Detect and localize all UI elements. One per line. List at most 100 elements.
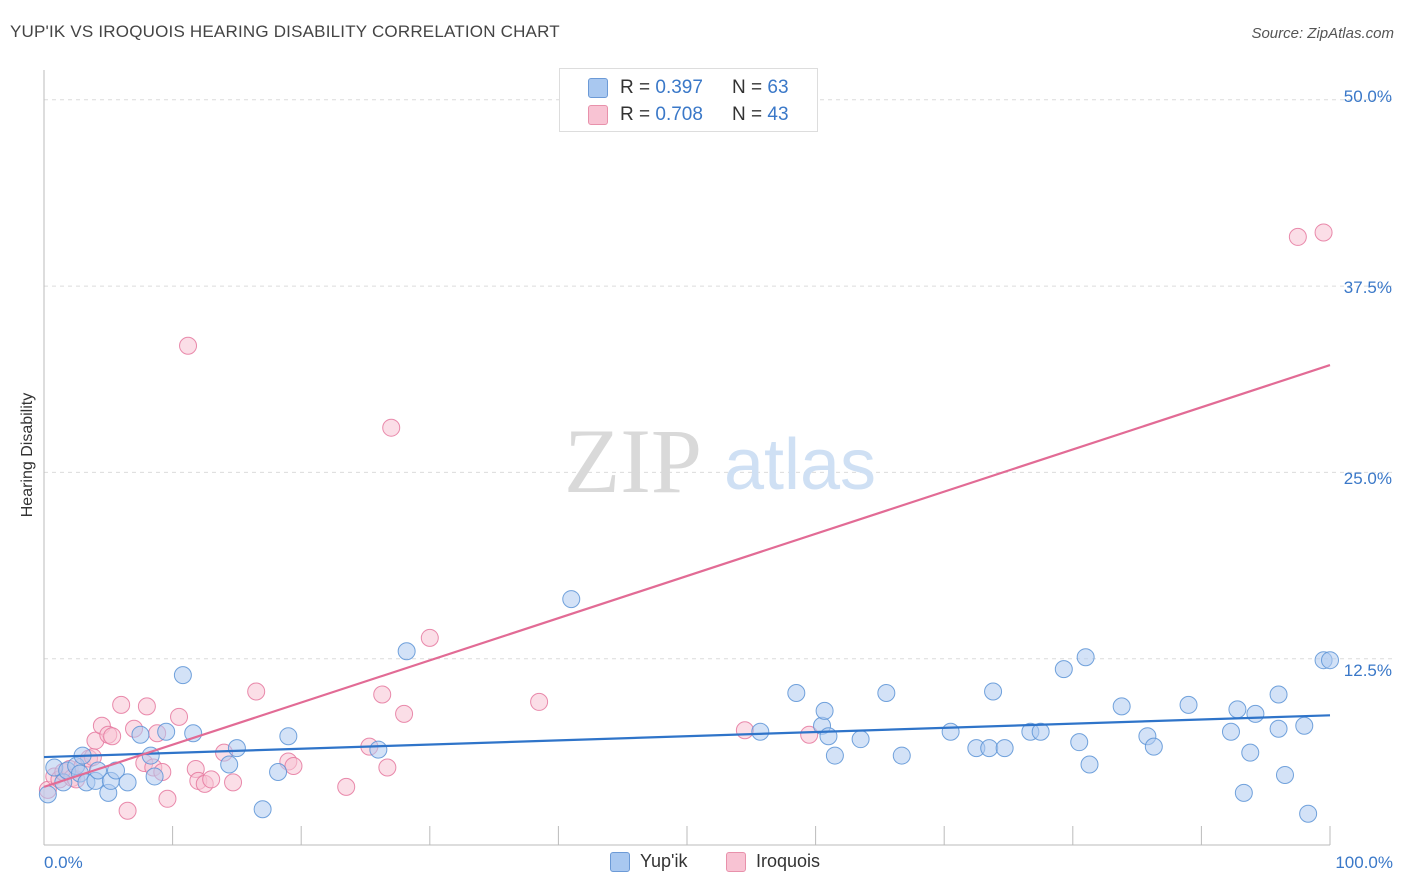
- series-legend: Yup'ik Iroquois: [0, 851, 1406, 877]
- data-point-iroquois: [112, 695, 131, 714]
- data-point-yupik: [397, 642, 416, 661]
- gridlines: [44, 99, 1392, 660]
- data-point-iroquois: [1288, 227, 1307, 246]
- data-point-iroquois: [284, 757, 303, 776]
- data-point-yupik: [787, 683, 806, 702]
- legend-label-yupik: Yup'ik: [640, 851, 688, 871]
- data-point-yupik: [1269, 719, 1288, 738]
- data-point-yupik: [269, 762, 288, 781]
- axes: [43, 70, 1331, 846]
- data-point-iroquois: [179, 336, 198, 355]
- data-point-yupik: [1076, 648, 1095, 667]
- data-point-yupik: [1054, 660, 1073, 679]
- data-point-yupik: [1221, 722, 1240, 741]
- data-point-yupik: [253, 800, 272, 819]
- y-tick-label: 25.0%: [1343, 469, 1392, 488]
- y-tick-label: 50.0%: [1343, 87, 1392, 106]
- data-point-yupik: [995, 739, 1014, 758]
- y-tick-label: 12.5%: [1343, 661, 1392, 680]
- data-point-iroquois: [103, 727, 122, 746]
- data-point-yupik: [1228, 700, 1247, 719]
- data-point-yupik: [1269, 685, 1288, 704]
- data-point-iroquois: [158, 789, 177, 808]
- data-point-yupik: [89, 761, 108, 780]
- x-tick-label-max: 100.0%: [1335, 853, 1393, 872]
- series-iroquois-points: [38, 223, 1333, 820]
- data-point-iroquois: [137, 697, 156, 716]
- data-point-yupik: [1275, 765, 1294, 784]
- data-point-yupik: [1179, 695, 1198, 714]
- data-point-yupik: [892, 746, 911, 765]
- legend-label-iroquois: Iroquois: [756, 851, 821, 871]
- legend-swatch-yupik: [610, 852, 630, 872]
- data-point-yupik: [118, 773, 137, 792]
- correlation-legend: R = 0.397 N = 63 R = 0.708 N = 43: [559, 68, 818, 132]
- data-point-yupik: [562, 590, 581, 609]
- data-point-yupik: [1112, 697, 1131, 716]
- data-point-yupik: [131, 725, 150, 744]
- data-point-iroquois: [530, 692, 549, 711]
- r-value-yupik: 0.397: [655, 77, 703, 98]
- data-point-iroquois: [337, 777, 356, 796]
- data-point-yupik: [877, 683, 896, 702]
- trend-lines: [43, 364, 1331, 788]
- data-point-yupik: [279, 727, 298, 746]
- data-point-yupik: [220, 755, 239, 774]
- data-point-iroquois: [118, 801, 137, 820]
- n-value-iroquois: 43: [767, 104, 789, 125]
- data-point-iroquois: [735, 721, 754, 740]
- data-point-iroquois: [373, 685, 392, 704]
- legend-swatch-iroquois: [588, 105, 608, 125]
- data-point-yupik: [157, 722, 176, 741]
- data-point-yupik: [1031, 722, 1050, 741]
- data-point-yupik: [227, 739, 246, 758]
- data-point-iroquois: [395, 704, 414, 723]
- data-point-yupik: [107, 761, 126, 780]
- watermark: ZIP atlas: [564, 410, 876, 512]
- trend-line-yupik: [43, 714, 1331, 759]
- source-credit: Source: ZipAtlas.com: [1251, 25, 1394, 42]
- data-point-yupik: [1299, 804, 1318, 823]
- data-point-iroquois: [170, 707, 189, 726]
- data-point-yupik: [1080, 755, 1099, 774]
- data-point-yupik: [1246, 704, 1265, 723]
- legend-row-yupik: R = 0.397 N = 63: [560, 75, 817, 101]
- data-point-yupik: [1321, 651, 1339, 670]
- data-point-yupik: [38, 785, 57, 804]
- data-point-iroquois: [202, 770, 221, 789]
- data-point-yupik: [1295, 716, 1314, 735]
- data-point-yupik: [815, 701, 834, 720]
- r-label: R =: [620, 104, 656, 125]
- r-value-iroquois: 0.708: [655, 104, 703, 125]
- legend-swatch-iroquois: [726, 852, 746, 872]
- chart-title: YUP'IK VS IROQUOIS HEARING DISABILITY CO…: [10, 22, 560, 41]
- watermark-zip: ZIP: [564, 410, 702, 512]
- x-tick-label-min: 0.0%: [44, 853, 83, 872]
- data-point-iroquois: [382, 418, 401, 437]
- data-point-yupik: [173, 666, 192, 685]
- data-point-iroquois: [247, 682, 266, 701]
- y-tick-label: 37.5%: [1343, 278, 1392, 297]
- data-point-iroquois: [420, 628, 439, 647]
- n-label: N =: [732, 77, 768, 98]
- y-axis-label: Hearing Disability: [19, 392, 36, 518]
- data-point-iroquois: [378, 758, 397, 777]
- trend-line-iroquois: [43, 364, 1331, 788]
- data-point-yupik: [751, 722, 770, 741]
- legend-swatch-yupik: [588, 78, 608, 98]
- data-point-yupik: [851, 730, 870, 749]
- n-value-yupik: 63: [767, 77, 789, 98]
- data-point-iroquois: [224, 773, 243, 792]
- data-point-yupik: [1241, 743, 1260, 762]
- r-label: R =: [620, 77, 656, 98]
- data-point-yupik: [145, 767, 164, 786]
- data-point-iroquois: [1314, 223, 1333, 242]
- data-point-yupik: [819, 727, 838, 746]
- data-point-yupik: [1070, 733, 1089, 752]
- watermark-atlas: atlas: [724, 425, 876, 505]
- n-label: N =: [732, 104, 768, 125]
- data-point-yupik: [369, 740, 388, 759]
- data-point-yupik: [1144, 737, 1163, 756]
- data-point-yupik: [984, 682, 1003, 701]
